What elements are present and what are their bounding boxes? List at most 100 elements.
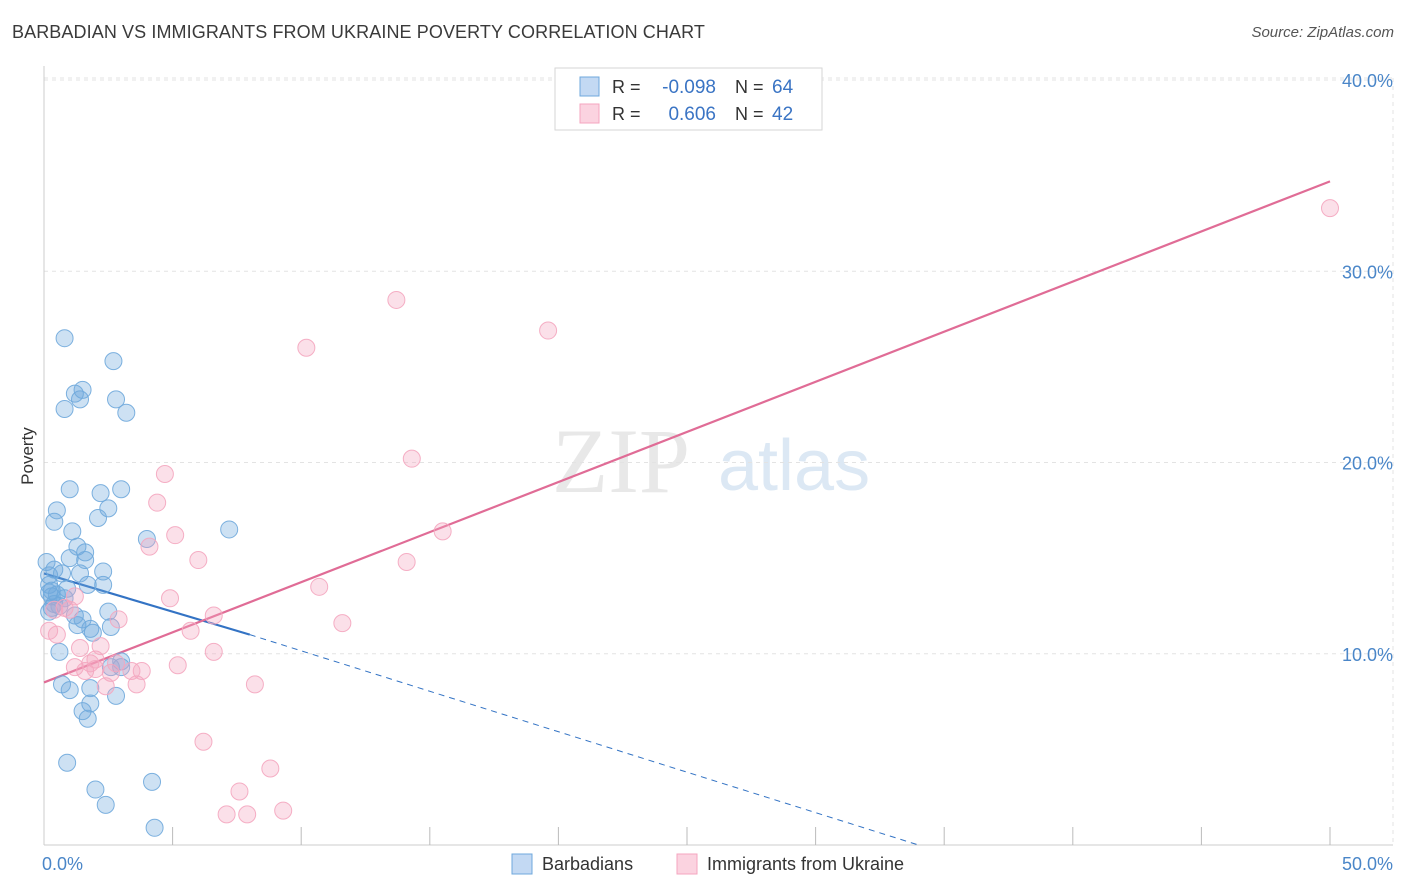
ukraine-point-28 <box>194 732 213 751</box>
ukraine-point-25 <box>168 656 187 675</box>
barbadian-point-63 <box>81 694 100 713</box>
barbadian-point-40 <box>91 484 110 503</box>
stats-n-value-2: 42 <box>772 104 793 125</box>
barbadian-point-31 <box>76 543 95 562</box>
y-tick-label-10: 10.0% <box>1342 645 1393 665</box>
barbadian-point-47 <box>101 617 120 636</box>
y-tick-label-30: 30.0% <box>1342 262 1393 282</box>
ukraine-point-15 <box>107 654 126 673</box>
barbadian-point-32 <box>76 551 95 570</box>
ukraine-point-34 <box>245 675 264 694</box>
stats-r-value-2: 0.606 <box>668 104 716 125</box>
ukraine-point-5 <box>65 587 84 606</box>
barbadian-point-38 <box>86 780 105 799</box>
tick-labels: 10.0% 20.0% 30.0% 40.0% <box>1342 71 1393 665</box>
y-tick-label-20: 20.0% <box>1342 454 1393 474</box>
barbadian-point-12 <box>53 564 72 583</box>
ukraine-point-36 <box>274 801 293 820</box>
barbadian-point-34 <box>78 709 97 728</box>
barbadian-point-51 <box>112 480 131 499</box>
ukraine-point-22 <box>155 464 174 483</box>
ukraine-point-41 <box>397 552 416 571</box>
ukraine-point-31 <box>217 805 236 824</box>
bottom-legend: Barbadians Immigrants from Ukraine <box>511 853 904 875</box>
barbadian-point-58 <box>220 520 239 539</box>
barbadian-point-17 <box>58 579 77 598</box>
ukraine-point-40 <box>387 290 406 309</box>
barbadian-point-57 <box>145 818 164 837</box>
barbadian-point-18 <box>60 480 79 499</box>
chart-title: BARBADIAN VS IMMIGRANTS FROM UKRAINE POV… <box>12 22 705 42</box>
barbadian-point-30 <box>73 610 92 629</box>
barbadian-point-44 <box>99 602 118 621</box>
ukraine-point-30 <box>204 642 223 661</box>
stats-n-label-1: N = <box>735 77 764 97</box>
barbadian-trend-extension <box>249 634 919 846</box>
ukraine-point-43 <box>433 522 452 541</box>
chart-source: Source: ZipAtlas.com <box>1251 24 1394 41</box>
watermark-atlas: atlas <box>718 426 870 506</box>
ukraine-point-23 <box>161 589 180 608</box>
ukraine-point-10 <box>86 660 105 679</box>
ukraine-point-29 <box>204 606 223 625</box>
stats-swatch-ukraine <box>579 103 600 124</box>
ukraine-point-39 <box>333 614 352 633</box>
stats-n-label-2: N = <box>735 104 764 124</box>
legend-swatch-barbadians <box>511 853 533 875</box>
legend-label-barbadians: Barbadians <box>542 854 633 874</box>
stats-legend: R = -0.098 N = 64 R = 0.606 N = 42 <box>554 67 823 131</box>
ukraine-point-27 <box>189 551 208 570</box>
ukraine-point-42 <box>402 449 421 468</box>
stats-swatch-barbadians <box>579 76 600 97</box>
barbadian-point-28 <box>73 380 92 399</box>
ukraine-point-45 <box>1321 199 1339 218</box>
ukraine-point-6 <box>65 658 84 677</box>
x-tick-label-max: 50.0% <box>1342 854 1393 874</box>
barbadian-point-56 <box>143 772 162 791</box>
axes <box>43 66 1393 846</box>
barbadian-point-20 <box>60 681 79 700</box>
barbadian-point-33 <box>78 575 97 594</box>
ukraine-point-38 <box>310 577 329 596</box>
ukraine-point-24 <box>166 526 185 545</box>
x-tick-label-min: 0.0% <box>42 854 83 874</box>
barbadian-point-8 <box>47 501 66 520</box>
stats-r-value-1: -0.098 <box>662 77 716 98</box>
barbadian-trend-line <box>43 572 251 636</box>
barbadian-point-37 <box>83 623 102 642</box>
ukraine-point-44 <box>539 321 558 340</box>
barbadian-point-9 <box>50 642 69 661</box>
ukraine-point-11 <box>86 650 105 669</box>
trend-lines <box>43 180 1331 846</box>
ukraine-point-19 <box>132 661 151 680</box>
barbadian-point-16 <box>58 753 77 772</box>
barbadian-point-42 <box>94 562 113 581</box>
legend-swatch-ukraine <box>676 853 698 875</box>
ukraine-trend-line <box>43 180 1331 684</box>
ukraine-point-32 <box>230 782 249 801</box>
barbadian-point-35 <box>81 679 100 698</box>
legend-label-ukraine: Immigrants from Ukraine <box>707 854 904 874</box>
ukraine-point-35 <box>261 759 280 778</box>
ukraine-point-16 <box>109 610 128 629</box>
ukraine-point-37 <box>297 338 316 357</box>
ukraine-point-4 <box>60 600 79 619</box>
barbadian-point-15 <box>55 399 74 418</box>
ukraine-point-20 <box>140 537 159 556</box>
ukraine-point-12 <box>91 637 110 656</box>
barbadian-point-49 <box>104 352 123 371</box>
stats-r-label-1: R = <box>612 77 641 97</box>
barbadian-point-50 <box>107 390 126 409</box>
barbadian-point-41 <box>94 575 113 594</box>
ukraine-point-33 <box>238 805 257 824</box>
barbadian-point-5 <box>45 512 64 531</box>
ukraine-point-17 <box>122 661 141 680</box>
barbadian-point-45 <box>99 499 118 518</box>
barbadian-point-21 <box>63 522 82 541</box>
ukraine-point-14 <box>101 663 120 682</box>
ukraine-point-7 <box>71 639 90 658</box>
y-axis-label: Poverty <box>18 427 37 485</box>
y-tick-label-40: 40.0% <box>1342 71 1393 91</box>
stats-r-label-2: R = <box>612 104 641 124</box>
